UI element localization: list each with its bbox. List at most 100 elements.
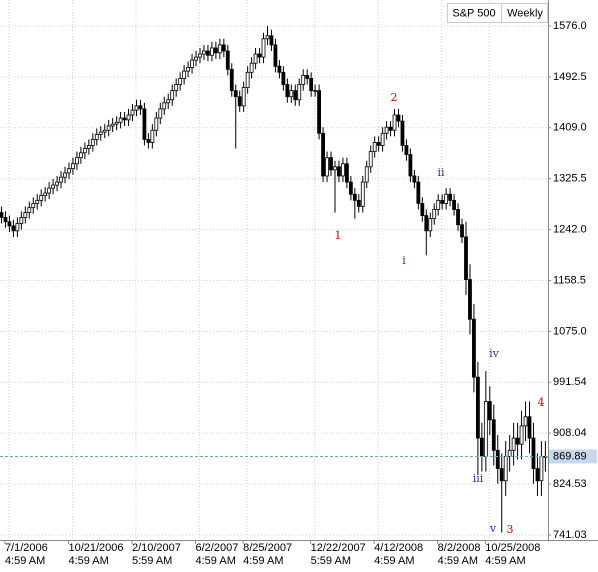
candle-body — [408, 154, 413, 177]
candle-body — [404, 145, 409, 156]
candle-body — [511, 437, 516, 451]
candle-body — [194, 56, 198, 61]
candle-body — [126, 114, 131, 121]
candle-body — [531, 437, 536, 469]
candles — [0, 25, 548, 533]
x-tick-label: 4:59 AM — [5, 555, 45, 567]
candle-body — [142, 108, 147, 140]
y-tick-label: 1576.0 — [553, 20, 587, 32]
candle-body — [360, 181, 365, 207]
candle-body — [313, 90, 318, 92]
candle-body — [376, 142, 381, 146]
y-tick-label: 991.54 — [553, 376, 587, 388]
candle-body — [269, 35, 274, 46]
annotation: 2 — [391, 91, 398, 104]
candle-body — [206, 50, 210, 56]
candle-body — [94, 134, 99, 140]
candle-body — [317, 90, 322, 134]
x-tick-label: 6/2/2007 — [196, 542, 239, 554]
candle-body — [27, 207, 32, 213]
x-tick-label: 4:59 AM — [485, 555, 525, 567]
last-value-box — [549, 449, 597, 464]
candle-body — [301, 74, 306, 85]
candle-body — [106, 125, 111, 131]
candle-body — [102, 129, 107, 133]
candle-body — [225, 50, 230, 70]
annotation: v — [489, 522, 497, 535]
candle-body — [527, 416, 532, 439]
header-box — [447, 3, 548, 23]
candle-body — [285, 84, 290, 98]
candle-body — [130, 109, 135, 116]
candle-body — [392, 114, 397, 131]
x-tick-label: 5:59 AM — [132, 555, 172, 567]
candle-body — [428, 218, 433, 232]
candle-body — [479, 437, 484, 457]
candle-body — [110, 123, 115, 127]
candle-body — [233, 90, 238, 98]
candle-body — [202, 50, 206, 55]
candle-body — [190, 59, 194, 68]
candle-body — [265, 35, 270, 40]
y-tick-label: 1492.5 — [553, 71, 587, 83]
candle-body — [134, 105, 139, 111]
candle-body — [59, 176, 63, 183]
candle-body — [539, 455, 544, 482]
y-tick-label: 1242.0 — [553, 224, 587, 236]
candle-body — [499, 468, 504, 482]
candle-body — [400, 120, 405, 146]
candle-body — [55, 181, 59, 186]
candle-body — [293, 90, 298, 101]
candle-body — [491, 419, 496, 451]
candle-body — [356, 199, 361, 207]
candle-body — [448, 193, 453, 201]
candle-body — [7, 221, 12, 227]
candle-body — [372, 142, 377, 152]
annotation: i — [402, 254, 406, 267]
candle-body — [440, 199, 445, 204]
candle-body — [11, 225, 16, 232]
candle-body — [329, 157, 333, 171]
annotation: iii — [473, 472, 484, 485]
candle-body — [388, 126, 393, 131]
x-tick-label: 8/25/2007 — [243, 542, 292, 554]
candle-body — [277, 65, 282, 73]
x-tick-label: 2/10/2007 — [132, 542, 181, 554]
chart-title: S&P 500 — [452, 7, 495, 19]
annotation: 4 — [538, 396, 545, 409]
y-tick-label: 1325.5 — [553, 173, 587, 185]
y-tick-label: 908.04 — [553, 427, 587, 439]
candle-body — [444, 193, 449, 204]
candle-body — [178, 78, 183, 85]
candle-body — [63, 172, 67, 178]
candle-body — [309, 78, 314, 92]
x-tick-label: 10/25/2008 — [485, 542, 540, 554]
candle-body — [305, 74, 310, 79]
annotation: ii — [437, 166, 445, 179]
candle-body — [452, 199, 456, 210]
candle-body — [154, 117, 159, 131]
candle-body — [162, 102, 167, 110]
candle-body — [166, 99, 171, 104]
candle-body — [0, 212, 4, 218]
candle-body — [229, 68, 234, 92]
candle-body — [3, 217, 8, 223]
candle-body — [79, 152, 83, 159]
candle-body — [507, 449, 512, 457]
candle-body — [47, 187, 52, 194]
annotation: 1 — [335, 229, 342, 242]
candle-body — [174, 84, 179, 92]
candle-body — [114, 121, 119, 125]
x-tick-label: 5:59 AM — [311, 555, 351, 567]
candle-body — [416, 181, 421, 204]
candle-body — [344, 163, 349, 183]
candle-body — [146, 138, 151, 143]
y-tick-label: 824.53 — [553, 478, 587, 490]
candle-body — [170, 90, 175, 101]
x-tick-label: 4:59 AM — [68, 555, 108, 567]
candle-body — [15, 223, 20, 232]
candle-body — [261, 38, 266, 58]
candle-body — [241, 87, 246, 107]
candle-body — [412, 175, 417, 183]
